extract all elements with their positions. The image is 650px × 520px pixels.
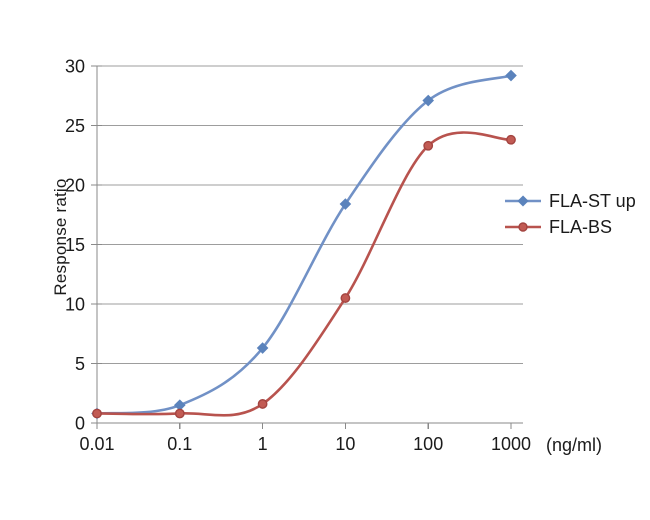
y-tick-label: 20	[65, 176, 85, 196]
y-axis-title: Response ratio	[51, 178, 70, 296]
x-tick-label: 10	[335, 434, 355, 454]
circle-marker-icon	[423, 140, 434, 151]
x-axis-unit-label: (ng/ml)	[546, 435, 603, 455]
diamond-marker-icon	[339, 198, 352, 210]
y-tick-label: 0	[75, 414, 85, 434]
legend-label-fla-bs: FLA-BS	[549, 216, 613, 237]
axis-group	[91, 65, 523, 429]
series-group	[91, 69, 517, 420]
diamond-marker-icon	[256, 342, 269, 354]
series-line-fla-bs	[95, 131, 513, 417]
series-fla-bs	[92, 131, 516, 419]
diamond-marker-icon	[517, 195, 529, 207]
legend-label-fla-st-up: FLA-ST up	[549, 190, 636, 211]
y-tick-label: 5	[75, 354, 85, 374]
grid-group	[97, 65, 523, 364]
legend-marker-fla-st-up-icon	[505, 195, 541, 207]
y-tick-label: 30	[65, 57, 85, 77]
diamond-marker-icon	[422, 94, 435, 107]
circle-marker-icon	[506, 134, 516, 145]
y-tick-label: 10	[65, 295, 85, 315]
x-tick-label: 1	[258, 434, 268, 454]
circle-marker-icon	[174, 408, 185, 419]
legend-item-fla-st-up: FLA-ST up	[504, 188, 636, 214]
legend-marker-fla-bs-icon	[505, 222, 541, 232]
circle-marker-icon	[340, 293, 351, 303]
circle-marker-icon	[92, 408, 102, 419]
y-tick-label: 25	[65, 116, 85, 136]
x-tick-label: 0.1	[167, 434, 192, 454]
tick-label-group: 0.01 0.1 1 10 100 1000 0 5 10 15 20 25 30	[65, 57, 531, 455]
circle-marker-icon	[518, 222, 528, 232]
y-tick-label: 15	[65, 235, 85, 255]
x-tick-label: 100	[413, 434, 443, 454]
legend-item-fla-bs: FLA-BS	[504, 214, 636, 240]
circle-marker-icon	[257, 399, 268, 409]
diamond-marker-icon	[505, 69, 517, 82]
x-tick-label: 1000	[491, 434, 531, 454]
x-tick-label: 0.01	[79, 434, 114, 454]
legend: FLA-ST up FLA-BS	[504, 188, 636, 240]
